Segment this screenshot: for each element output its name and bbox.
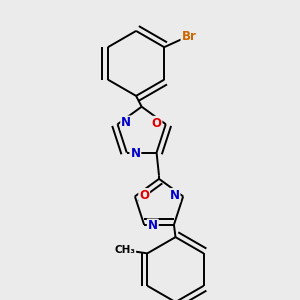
Text: CH₃: CH₃ [114, 244, 135, 255]
Text: N: N [121, 116, 131, 130]
Text: N: N [130, 147, 140, 160]
Text: O: O [152, 117, 161, 130]
Text: O: O [139, 189, 149, 202]
Text: N: N [169, 189, 179, 202]
Text: Br: Br [182, 31, 196, 44]
Text: N: N [148, 220, 158, 232]
